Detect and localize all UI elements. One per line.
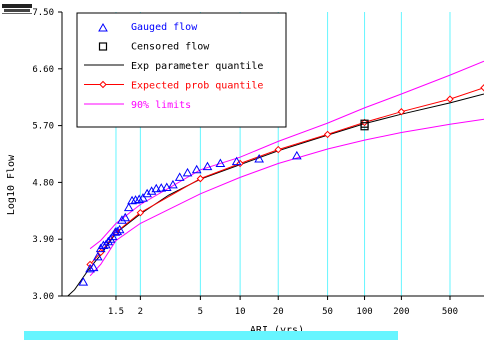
x-tick-label: 200 [393,307,409,317]
censored-flow-point [360,119,369,128]
90-limits-line [89,60,484,250]
y-tick-label: 6.60 [32,65,54,75]
axes [61,12,484,297]
x-tick-label: 5 [198,307,203,317]
horizontal-scrollbar[interactable] [24,331,398,340]
y-tick-label: 5.70 [32,122,54,132]
expected-prob-point [446,95,454,103]
gauged-flow-point [112,226,123,236]
90-limits-line [89,118,484,277]
gauged-flow-point [103,236,114,246]
plot-area [67,60,484,296]
x-tick-label: 10 [235,307,246,317]
gauged-flow-point [88,262,99,272]
legend-label: Censored flow [131,42,210,53]
y-tick-label: 7.50 [32,8,54,18]
gauged-flow-point [191,164,202,174]
gauged-flow-point [291,150,302,160]
x-tick-label: 100 [356,307,372,317]
corner-logo-mark [2,4,32,14]
expected-prob-point [136,208,145,217]
gauged-flow-point [117,215,127,224]
expected-prob-point [196,174,205,183]
gauged-flow-point [202,161,213,171]
legend: Gauged flow Censored flow Exp parameter qu… [76,12,287,128]
gauged-flow-point [146,186,157,195]
plot-series [67,60,484,296]
gauged-flow-point [130,195,141,204]
gauged-flow-point [156,183,167,192]
gauged-flow-point [168,179,178,189]
legend-label: 90% limits [131,100,191,111]
y-tick-label: 3.00 [32,292,54,302]
gauged-flow-point [92,251,103,261]
gauged-flow-point [254,154,265,163]
gauged-flow-point [142,188,152,198]
expected-prob-point [323,130,332,139]
gauged-flow-point [107,231,118,241]
y-tick-label: 3.90 [32,235,54,245]
x-tick-label: 2 [138,307,143,317]
expected-prob-point [480,84,484,92]
gauged-flow-point [114,224,125,234]
legend-label: Gauged flow [131,22,198,33]
censored-flow-point [98,42,108,51]
x-axis-label: ARI (yrs) [250,325,304,336]
x-tick-label: 20 [273,307,284,317]
gauged-flow-point [85,263,95,273]
gauged-flow-point [98,22,108,32]
gauged-flow-point [105,234,116,243]
x-tick-label: 50 [322,307,333,317]
expected-prob-point [274,145,282,154]
gauged-flow-point [161,182,172,191]
x-tick-label: 1.5 [108,307,124,317]
gauged-flow-point [182,167,193,177]
gauged-flow-point [120,212,131,222]
x-tick-labels: 1.5 2 5 10 20 50 100 200 500 [108,296,458,317]
gauged-flow-point [138,193,148,202]
gauged-flow-point [231,156,242,166]
expected-prob-point [397,108,406,116]
gauged-flow-point [134,194,145,203]
legend-box [76,12,287,128]
legend-label: Exp parameter quantile [131,61,263,72]
y-tick-label: 4.80 [32,178,54,188]
y-tick-labels: 3.00 3.90 4.80 5.70 6.60 7.50 [32,8,62,302]
gauged-flow-point [127,195,137,205]
y-axis-label: Log10 Flow [6,154,17,215]
x-tick-label: 500 [442,307,458,317]
gauged-flow-point [78,277,89,286]
gauged-flow-point [110,227,121,236]
expected-prob-point [99,80,107,89]
gauged-flow-point [151,183,162,193]
gauged-flow-point [215,158,226,167]
gauged-flow-point [123,202,134,212]
gauged-flow-point [174,172,185,181]
legend-label: Expected prob quantile [131,81,263,92]
